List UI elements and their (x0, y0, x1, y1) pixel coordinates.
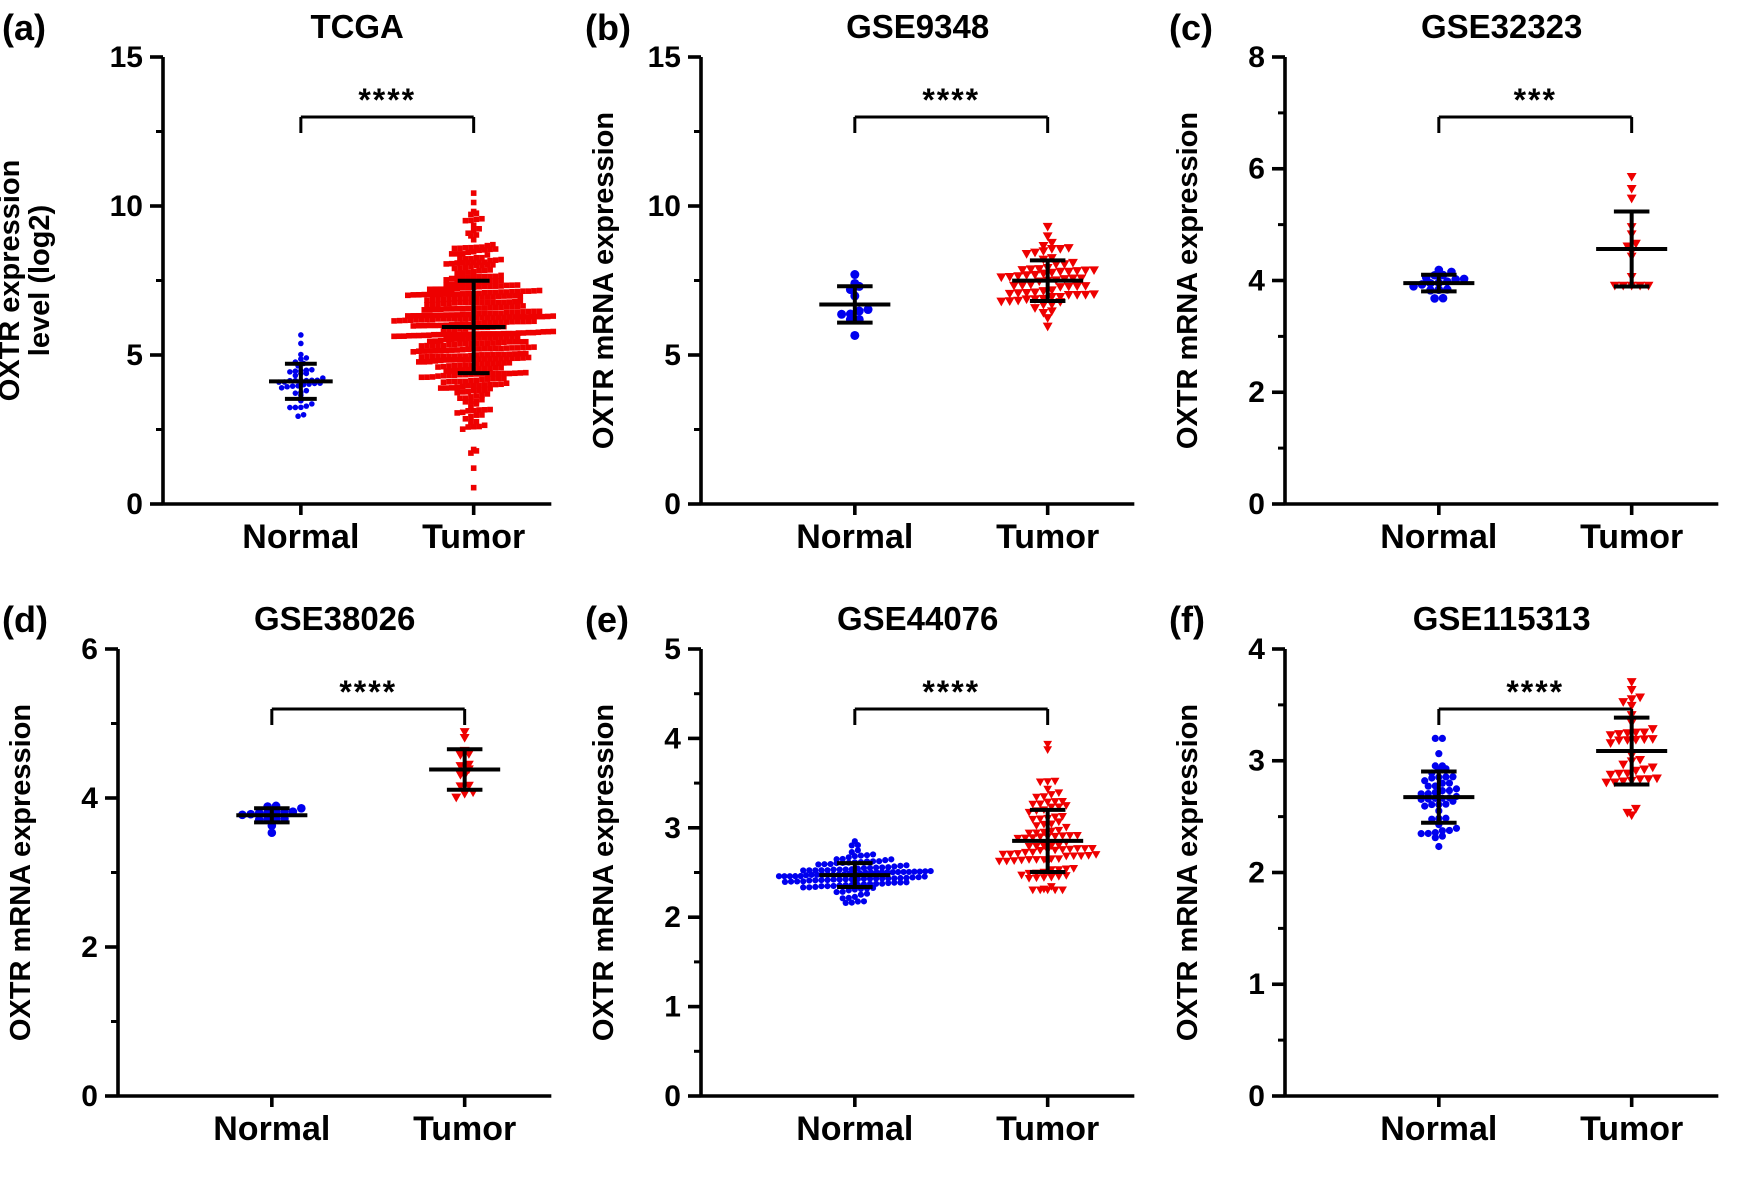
svg-text:Normal: Normal (1380, 518, 1497, 556)
svg-text:OXTR mRNA expression: OXTR mRNA expression (1172, 703, 1204, 1040)
svg-text:TCGA: TCGA (310, 8, 403, 45)
svg-text:0: 0 (665, 1079, 682, 1112)
svg-text:GSE115313: GSE115313 (1412, 600, 1590, 637)
svg-text:(f): (f) (1169, 599, 1205, 640)
svg-text:(d): (d) (2, 599, 48, 640)
svg-text:2: 2 (81, 930, 98, 963)
svg-text:5: 5 (665, 339, 682, 372)
svg-text:6: 6 (1248, 153, 1265, 186)
svg-text:0: 0 (1248, 488, 1265, 521)
svg-text:***: *** (1513, 82, 1556, 118)
svg-text:5: 5 (665, 633, 682, 666)
svg-text:GSE44076: GSE44076 (837, 600, 998, 637)
svg-text:3: 3 (665, 811, 682, 844)
svg-text:Tumor: Tumor (1580, 1109, 1683, 1147)
svg-text:Normal: Normal (797, 518, 914, 556)
svg-text:Tumor: Tumor (1580, 518, 1683, 556)
svg-text:5: 5 (126, 339, 143, 372)
svg-text:Tumor: Tumor (422, 518, 525, 556)
svg-text:10: 10 (110, 190, 143, 223)
svg-text:2: 2 (1248, 856, 1265, 889)
svg-text:GSE38026: GSE38026 (254, 600, 415, 637)
svg-text:(e): (e) (585, 599, 629, 640)
svg-text:8: 8 (1248, 41, 1265, 74)
svg-text:GSE32323: GSE32323 (1421, 8, 1582, 45)
svg-text:GSE9348: GSE9348 (846, 8, 989, 45)
svg-text:2: 2 (665, 901, 682, 934)
svg-text:Normal: Normal (797, 1109, 914, 1147)
svg-text:OXTR mRNA expression: OXTR mRNA expression (1172, 112, 1204, 449)
svg-text:4: 4 (1248, 265, 1265, 298)
svg-text:(b): (b) (585, 7, 631, 48)
svg-text:OXTR expression: OXTR expression (0, 160, 26, 402)
svg-text:10: 10 (648, 190, 681, 223)
svg-text:4: 4 (81, 782, 98, 815)
svg-text:15: 15 (648, 41, 681, 74)
svg-text:Tumor: Tumor (413, 1109, 516, 1147)
svg-text:Normal: Normal (213, 1109, 330, 1147)
svg-text:****: **** (923, 674, 981, 710)
svg-text:0: 0 (126, 488, 143, 521)
svg-text:1: 1 (1248, 968, 1265, 1001)
svg-text:****: **** (339, 674, 397, 710)
svg-text:Tumor: Tumor (996, 518, 1099, 556)
svg-text:4: 4 (1248, 633, 1265, 666)
svg-text:0: 0 (1248, 1079, 1265, 1112)
svg-text:****: **** (1506, 674, 1564, 710)
svg-text:Normal: Normal (1380, 1109, 1497, 1147)
svg-text:Tumor: Tumor (996, 1109, 1099, 1147)
svg-text:0: 0 (81, 1079, 98, 1112)
svg-text:1: 1 (665, 990, 682, 1023)
svg-text:3: 3 (1248, 744, 1265, 777)
svg-text:(c): (c) (1169, 7, 1213, 48)
svg-text:0: 0 (665, 488, 682, 521)
svg-text:OXTR mRNA expression: OXTR mRNA expression (5, 703, 37, 1040)
svg-text:****: **** (923, 82, 981, 118)
svg-text:(a): (a) (2, 7, 46, 48)
svg-text:****: **** (358, 82, 416, 118)
svg-text:2: 2 (1248, 376, 1265, 409)
svg-text:6: 6 (81, 633, 98, 666)
svg-text:OXTR mRNA expression: OXTR mRNA expression (588, 703, 620, 1040)
svg-text:OXTR mRNA expression: OXTR mRNA expression (588, 112, 620, 449)
svg-text:4: 4 (665, 722, 682, 755)
svg-text:level (log2): level (log2) (24, 205, 56, 356)
svg-text:Normal: Normal (242, 518, 359, 556)
svg-text:15: 15 (110, 41, 143, 74)
